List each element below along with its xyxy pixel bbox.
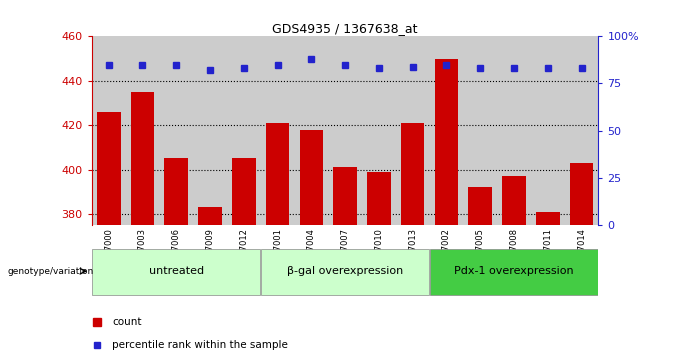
Bar [430,36,463,225]
Bar [261,249,429,295]
Bar [570,163,594,225]
Bar [497,36,531,225]
Bar [396,36,430,225]
Bar [198,207,222,225]
Bar [430,249,598,295]
Bar [401,123,424,225]
Bar [536,212,560,225]
Text: percentile rank within the sample: percentile rank within the sample [112,340,288,350]
Bar [92,36,126,225]
Bar [463,36,497,225]
Bar [126,36,159,225]
Bar [564,36,598,225]
Text: genotype/variation: genotype/variation [7,267,94,276]
Bar [159,36,193,225]
Bar [193,36,227,225]
Bar [92,249,260,295]
Bar [469,187,492,225]
Text: β-gal overexpression: β-gal overexpression [287,266,403,276]
Bar [294,36,328,225]
Text: Pdx-1 overexpression: Pdx-1 overexpression [454,266,574,276]
Bar [131,92,154,225]
Bar [328,36,362,225]
Bar [227,36,260,225]
Bar [435,58,458,225]
Bar [333,167,357,225]
Bar [165,158,188,225]
Bar [362,36,396,225]
Bar [531,36,564,225]
Text: count: count [112,317,141,327]
Text: untreated: untreated [149,266,204,276]
Bar [367,172,391,225]
Bar [260,36,294,225]
Bar [97,112,120,225]
Title: GDS4935 / 1367638_at: GDS4935 / 1367638_at [273,22,418,35]
Bar [502,176,526,225]
Bar [232,158,256,225]
Bar [299,130,323,225]
Bar [266,123,290,225]
